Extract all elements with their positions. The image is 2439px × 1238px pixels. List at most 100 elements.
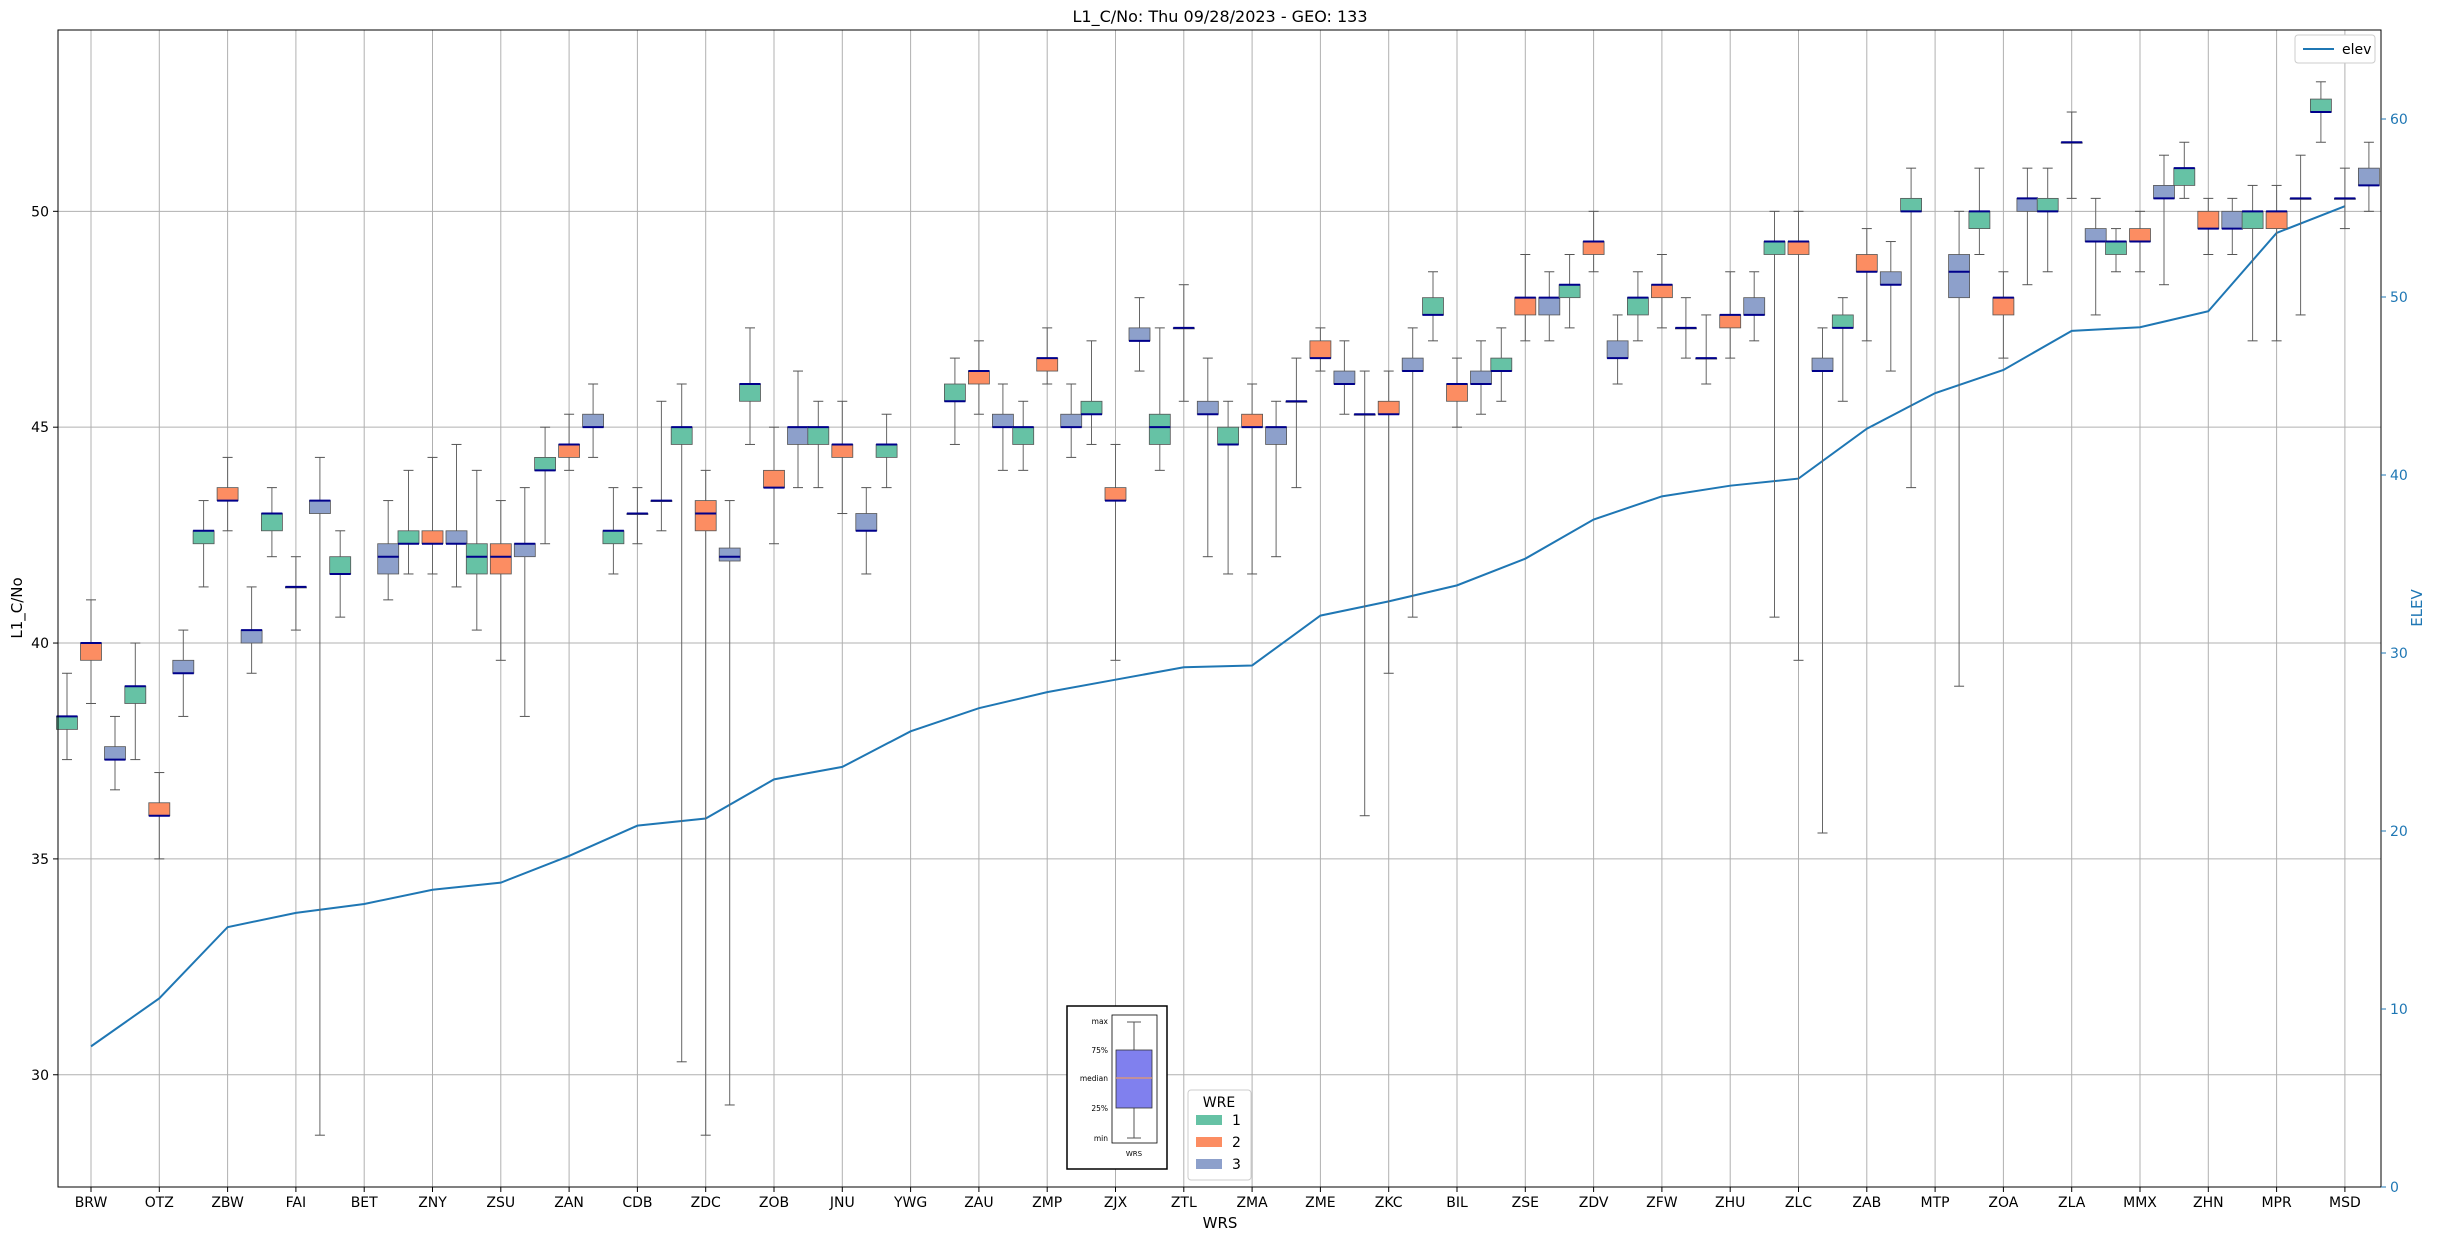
box-iqr <box>1446 383 1468 402</box>
elev-layer <box>90 205 2346 1048</box>
y-axis-label: L1_C/No <box>8 577 27 638</box>
box-wre-2 <box>1992 271 2015 359</box>
box-iqr <box>763 469 785 489</box>
box-iqr <box>329 556 352 575</box>
box-iqr <box>1196 400 1219 415</box>
x-tick-label: ZDC <box>691 1195 721 1211</box>
x-tick-label: ZME <box>1305 1195 1336 1211</box>
box-wre-3 <box>1265 400 1287 558</box>
box-iqr <box>1787 241 1810 255</box>
legend-elev-frame <box>2294 34 2376 64</box>
x-axis-label: WRS <box>1203 1214 1238 1232</box>
box-iqr <box>260 513 283 532</box>
box-wre-2 <box>1377 370 1400 674</box>
box-iqr <box>1582 241 1605 255</box>
x-tick-label: CDB <box>622 1195 652 1211</box>
box-wre-3 <box>650 400 673 532</box>
box-iqr <box>1811 357 1834 372</box>
box-wre-1 <box>602 487 625 575</box>
box-iqr <box>1538 297 1561 316</box>
box-iqr <box>1401 357 1424 372</box>
box-wre-1 <box>1012 400 1035 471</box>
boxplot-key-xlabel: WRS <box>1126 1150 1143 1158</box>
box-iqr <box>2309 98 2332 113</box>
box-iqr <box>445 530 468 545</box>
y2-tick-label: 0 <box>2390 1180 2399 1196</box>
box-iqr <box>739 383 761 402</box>
box-wre-3 <box>1333 340 1356 415</box>
box-iqr <box>694 500 717 532</box>
x-tick-label: ZLA <box>2058 1195 2086 1211</box>
legend-elev-label: elev <box>2342 42 2371 58</box>
box-wre-3 <box>1060 383 1083 458</box>
box-iqr <box>992 413 1014 428</box>
x-tick-label: BET <box>351 1195 378 1211</box>
x-tick-label: ZBW <box>211 1195 244 1211</box>
legend-wre-frame <box>1187 1089 1252 1181</box>
box-iqr <box>1470 370 1492 385</box>
x-tick-label: OTZ <box>145 1195 174 1211</box>
box-iqr <box>2036 197 2059 212</box>
boxplot-key-box <box>1115 1049 1153 1109</box>
box-wre-3 <box>2084 197 2107 316</box>
box-wre-3 <box>172 629 195 717</box>
box-wre-1 <box>2105 228 2127 273</box>
box-iqr <box>172 659 195 674</box>
x-tick-label: ZLC <box>1785 1195 1812 1211</box>
x-tick-label: ZFW <box>1646 1195 1678 1211</box>
box-iqr <box>855 513 878 532</box>
box-wre-3 <box>2221 197 2244 255</box>
box-wre-3 <box>1675 297 1697 359</box>
box-wre-2 <box>216 456 239 532</box>
x-tick-label: ZDV <box>1579 1195 1609 1211</box>
box-wre-1 <box>1353 370 1376 817</box>
y-axis-right: 0 10 20 30 40 50 60 <box>2381 112 2408 1196</box>
box-iqr <box>1719 314 1742 329</box>
box-iqr <box>831 444 854 458</box>
x-tick-label: ZJX <box>1104 1195 1128 1211</box>
x-tick-label: FAI <box>286 1195 306 1211</box>
box-wre-1 <box>56 672 78 761</box>
box-wre-2 <box>489 500 512 661</box>
box-iqr <box>1627 297 1649 316</box>
box-iqr <box>1490 357 1513 372</box>
box-wre-2 <box>831 400 854 515</box>
box-iqr <box>1422 297 1444 316</box>
box-iqr <box>489 543 512 575</box>
y-tick-label: 45 <box>31 420 49 436</box>
box-plots <box>56 81 2380 1136</box>
box-wre-1 <box>1422 271 1444 342</box>
box-wre-2 <box>80 599 102 704</box>
box-wre-1 <box>1831 297 1854 402</box>
box-wre-3 <box>1128 297 1151 372</box>
box-iqr <box>1992 297 2015 316</box>
x-tick-label: MMX <box>2123 1195 2157 1211</box>
y2-tick-label: 30 <box>2390 646 2408 662</box>
x-tick-label: ZSU <box>486 1195 515 1211</box>
box-wre-3 <box>1196 357 1219 558</box>
box-wre-3 <box>2153 154 2175 286</box>
box-iqr <box>968 370 990 385</box>
box-wre-1 <box>2173 141 2196 199</box>
box-iqr <box>56 716 78 730</box>
box-iqr <box>1265 426 1287 445</box>
box-iqr <box>558 444 580 458</box>
legend-wre-label-1: 1 <box>1232 1113 1241 1129</box>
box-wre-1 <box>2241 184 2264 342</box>
x-tick-label: BIL <box>1446 1195 1468 1211</box>
box-wre-2 <box>2265 184 2288 342</box>
box-wre-3 <box>1538 271 1561 342</box>
box-wre-2 <box>626 487 649 545</box>
box-iqr <box>513 543 536 558</box>
plot-frame <box>57 29 2382 1188</box>
y2-tick-label: 20 <box>2390 824 2408 840</box>
box-wre-2 <box>2129 210 2151 273</box>
box-wre-1 <box>192 500 215 588</box>
box-wre-2 <box>1719 271 1742 359</box>
box-wre-1 <box>1148 327 1171 471</box>
box-wre-2 <box>1309 327 1332 372</box>
box-iqr <box>1012 426 1035 445</box>
box-iqr <box>1036 357 1059 372</box>
box-wre-1 <box>1080 340 1103 445</box>
box-iqr <box>1651 284 1673 299</box>
